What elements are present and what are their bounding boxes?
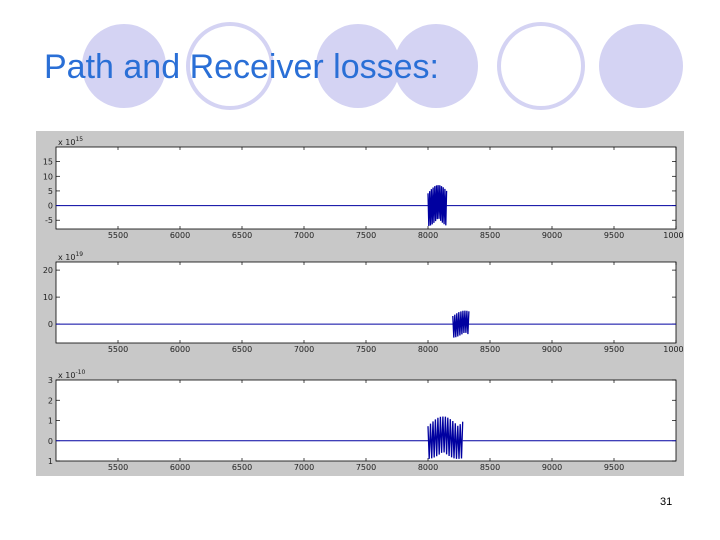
x-tick-label: 9000 [542, 463, 562, 472]
slide-number: 31 [660, 496, 673, 508]
x-tick-label: 6500 [232, 231, 252, 240]
x-tick-label: 7000 [294, 463, 314, 472]
y-tick-label: 10 [43, 172, 53, 181]
y-tick-label: 0 [48, 437, 53, 446]
x-tick-label: 9000 [542, 345, 562, 354]
y-tick-label: 5 [48, 187, 53, 196]
subplot-3: 5500 6000 6500 7000 7500 8000 8500 9000 9500 3 2 1 0… [48, 369, 677, 472]
x-tick-label: 10000 [663, 231, 684, 240]
y-tick-label: 10 [43, 293, 53, 302]
signal-burst [452, 310, 470, 338]
decorative-circle [497, 22, 585, 110]
decorative-circle [316, 24, 400, 108]
decorative-circle [82, 24, 166, 108]
x-tick-label: 10000 [663, 345, 684, 354]
y-tick-label: -5 [45, 216, 53, 225]
x-tick-label: 9500 [604, 231, 624, 240]
x-tick-label: 5500 [108, 463, 128, 472]
decorative-circle [599, 24, 683, 108]
x-tick-label: 7500 [356, 345, 376, 354]
x-tick-label: 8500 [480, 463, 500, 472]
y-tick-label: 0 [48, 202, 53, 211]
x-tick-label: 6000 [170, 463, 190, 472]
figure-window: 5500 6000 6500 7000 7500 8000 8500 9000 9500 1000… [36, 131, 684, 476]
x-tick-label: 6000 [170, 345, 190, 354]
y-tick-label: 2 [48, 396, 53, 405]
x-tick-label: 8000 [418, 231, 438, 240]
plot-area [55, 379, 677, 462]
decorative-circle [186, 22, 274, 110]
decorative-circle [394, 24, 478, 108]
y-tick-label: 0 [48, 320, 53, 329]
x-tick-label: 7500 [356, 463, 376, 472]
x-tick-label: 6500 [232, 463, 252, 472]
x-tick-label: 5500 [108, 231, 128, 240]
decorative-circles [82, 22, 683, 110]
x-tick-label: 7500 [356, 231, 376, 240]
x-tick-label: 9500 [604, 345, 624, 354]
y-tick-label: 3 [48, 376, 53, 385]
slide-title: Path and Receiver losses: [44, 48, 439, 86]
subplot-stack: 5500 6000 6500 7000 7500 8000 8500 9000 9500 1000… [43, 136, 684, 472]
x-tick-label: 8000 [418, 463, 438, 472]
x-tick-label: 8000 [418, 345, 438, 354]
x-tick-label: 9500 [604, 463, 624, 472]
plot-area [55, 146, 677, 230]
x-tick-label: 9000 [542, 231, 562, 240]
x-tick-label: 7000 [294, 231, 314, 240]
y-tick-label: 15 [43, 158, 53, 167]
exponent-label: x 10-10 [58, 369, 85, 380]
x-tick-label: 8500 [480, 231, 500, 240]
subplot-1: 5500 6000 6500 7000 7500 8000 8500 9000 9500 1000… [43, 136, 684, 240]
y-tick-label: 1 [48, 457, 53, 466]
exponent-label: x 1019 [58, 251, 83, 262]
y-tick-label: 20 [43, 266, 53, 275]
y-tick-label: 1 [48, 417, 53, 426]
exponent-label: x 1015 [58, 136, 83, 147]
x-tick-label: 5500 [108, 345, 128, 354]
subplot-2: 5500 6000 6500 7000 7500 8000 8500 9000 9500 1000… [43, 251, 684, 354]
signal-burst [427, 416, 464, 459]
signal-burst [427, 185, 448, 227]
x-tick-label: 8500 [480, 345, 500, 354]
x-tick-label: 6500 [232, 345, 252, 354]
x-tick-label: 6000 [170, 231, 190, 240]
x-tick-label: 7000 [294, 345, 314, 354]
plot-area [55, 261, 677, 344]
